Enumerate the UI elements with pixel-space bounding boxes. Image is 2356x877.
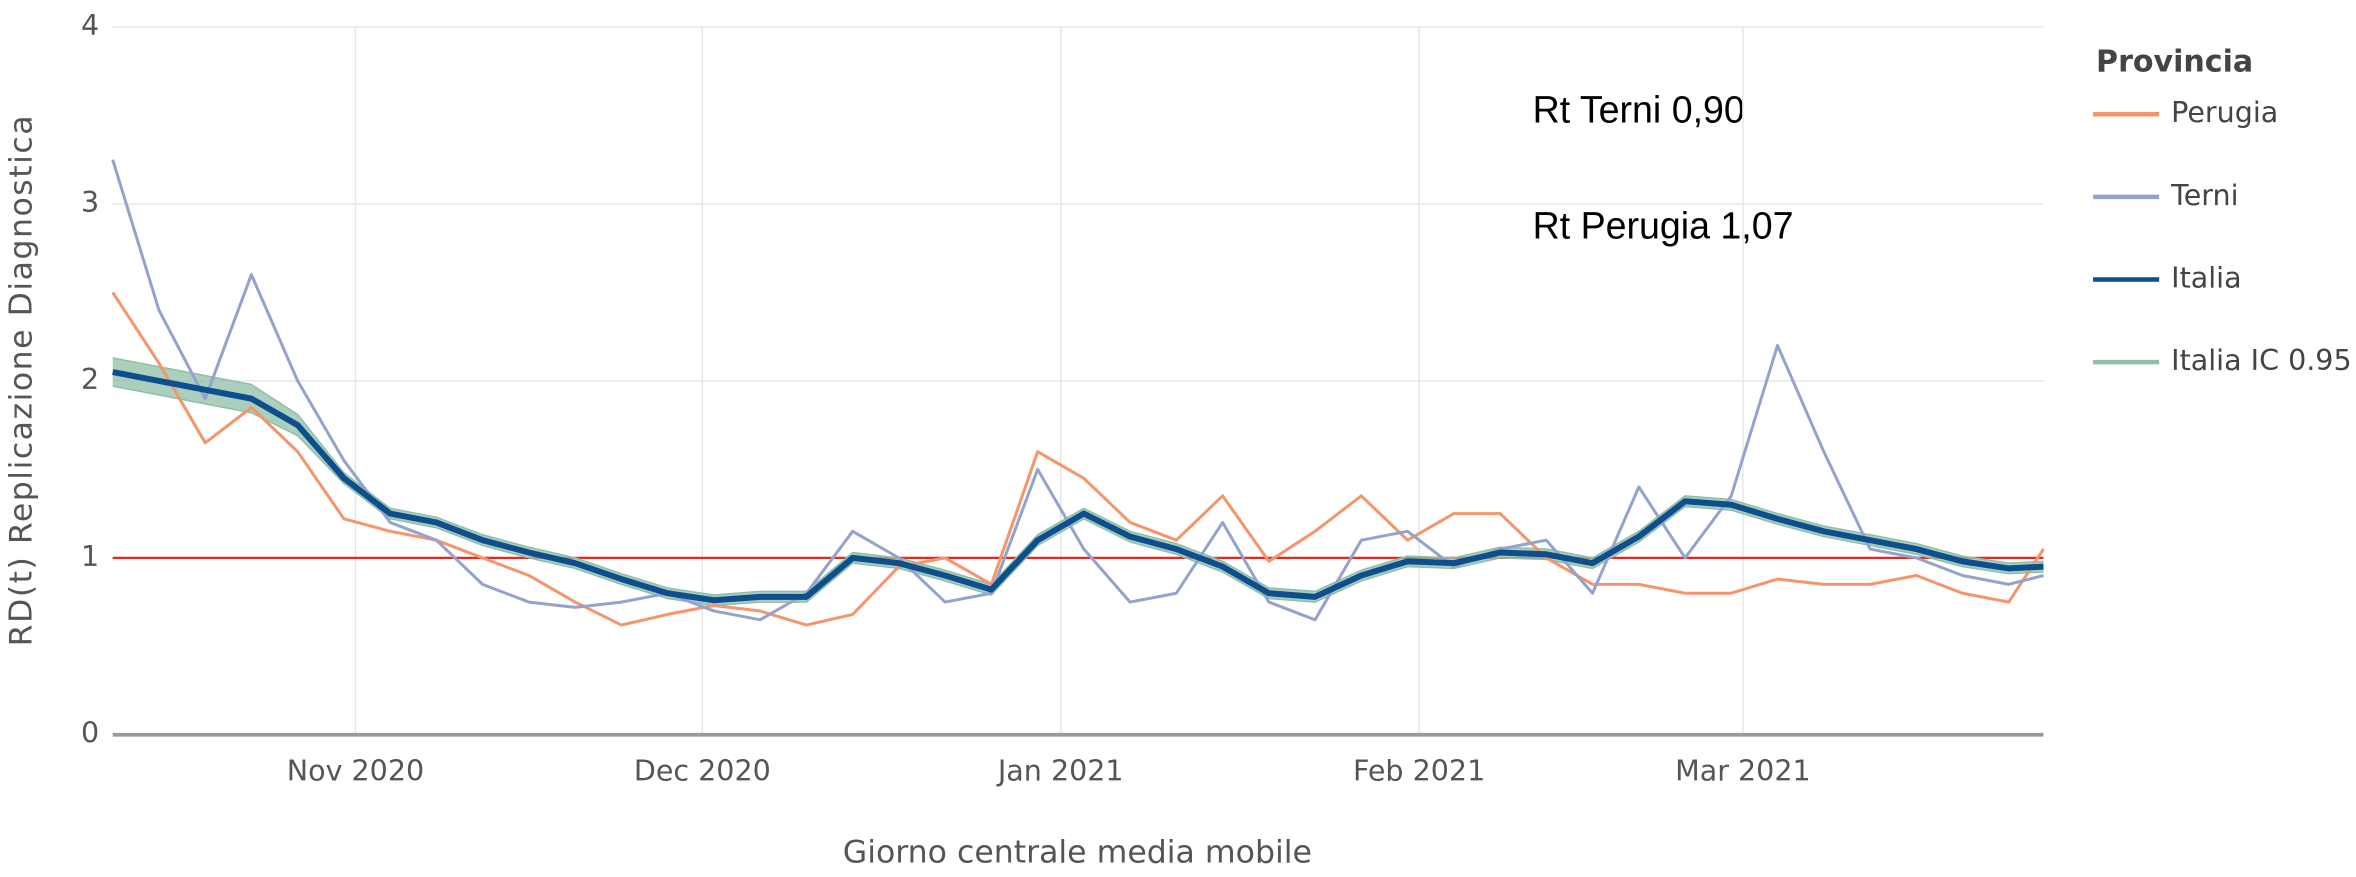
annotation: Rt Terni 0,90	[1533, 89, 1745, 131]
band-edge	[112, 385, 2044, 607]
series-line	[112, 369, 2044, 604]
series-line	[111, 159, 2044, 622]
x-tick-label: Dec 2020	[634, 754, 771, 787]
legend-label: Perugia	[2171, 96, 2278, 129]
annotation: Rt Perugia 1,07	[1533, 204, 1794, 246]
legend-label: Italia	[2171, 261, 2241, 294]
band-edge	[112, 357, 2044, 596]
y-tick-label: 3	[81, 186, 99, 219]
x-tick-label: Feb 2021	[1353, 754, 1485, 787]
confidence-band	[112, 357, 2044, 606]
y-tick-label: 1	[81, 540, 99, 573]
y-axis-label: RD(t) Replicazione Diagnostica	[4, 114, 40, 646]
y-tick-label: 2	[81, 363, 99, 396]
x-tick-label: Mar 2021	[1675, 754, 1811, 787]
x-tick-label: Nov 2020	[287, 754, 424, 787]
x-axis-label: Giorno centrale media mobile	[843, 834, 1312, 870]
legend-title: Provincia	[2096, 45, 2253, 80]
x-tick-label: Jan 2021	[996, 754, 1124, 787]
legend-label: Italia IC 0.95	[2171, 344, 2351, 377]
y-tick-label: 4	[81, 9, 99, 42]
y-tick-label: 0	[81, 717, 99, 750]
legend-label: Terni	[2170, 179, 2238, 212]
series-line	[111, 291, 2045, 627]
